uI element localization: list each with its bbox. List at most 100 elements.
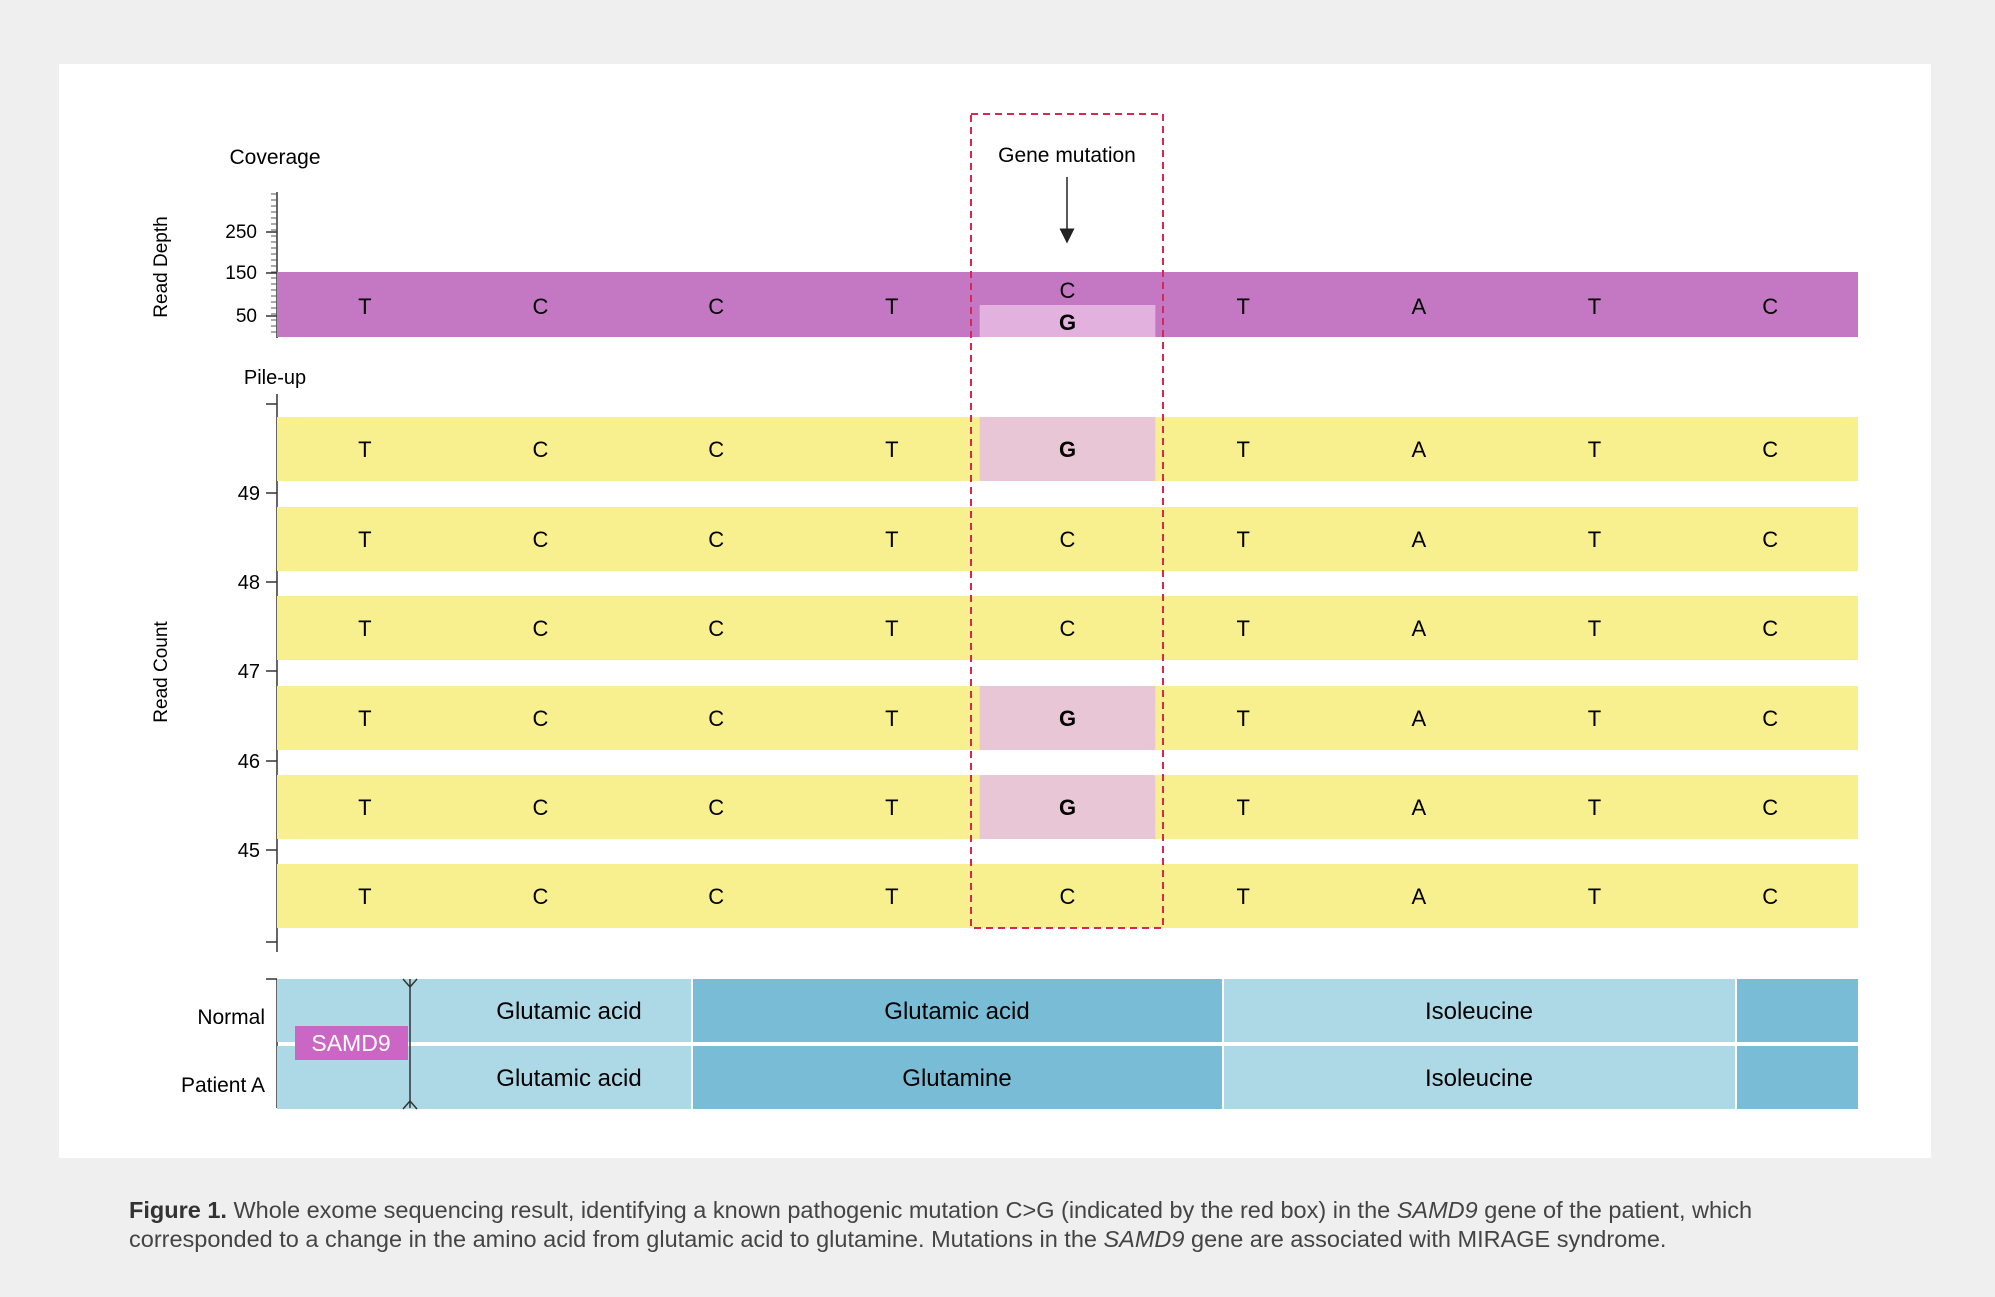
patient-label: Patient A xyxy=(181,1074,265,1097)
read-count-tick-label: 45 xyxy=(238,840,260,862)
coverage-ref-base: C xyxy=(1060,278,1076,303)
read-base: T xyxy=(885,706,898,731)
read-base: T xyxy=(1588,616,1601,641)
coverage-base: A xyxy=(1411,294,1426,319)
aa-cell-normal xyxy=(1737,979,1858,1042)
coverage-label: Coverage xyxy=(229,146,320,169)
mutation-dashed-box xyxy=(970,113,1164,929)
read-count-tick-label: 48 xyxy=(238,572,260,594)
coverage-base: T xyxy=(885,294,898,319)
read-bar xyxy=(277,864,1858,928)
read-base: T xyxy=(358,527,371,552)
read-base: T xyxy=(1236,706,1249,731)
read-base: C xyxy=(1060,616,1076,641)
read-base: T xyxy=(358,616,371,641)
gene-marker-top-cap xyxy=(402,978,418,989)
read-bar xyxy=(277,507,1858,571)
read-base: T xyxy=(885,437,898,462)
read-base: T xyxy=(1588,795,1601,820)
aa-cell-patient xyxy=(1224,1046,1735,1109)
mutant-base-cell xyxy=(979,417,1156,481)
coverage-alt-base: G xyxy=(1059,310,1076,335)
read-base: C xyxy=(708,616,724,641)
read-base: A xyxy=(1411,706,1426,731)
caption-text-2: gene of the patient, which corresponded … xyxy=(129,1197,1753,1252)
read-base: C xyxy=(1762,795,1778,820)
read-base: C xyxy=(1762,527,1778,552)
aa-cell-normal xyxy=(693,979,1222,1042)
normal-amino-acid: Glutamic acid xyxy=(884,998,1029,1025)
read-base: C xyxy=(1762,437,1778,462)
mutant-base-cell xyxy=(979,686,1156,750)
read-base: C xyxy=(708,884,724,909)
read-base: T xyxy=(1588,437,1601,462)
read-base: C xyxy=(1060,527,1076,552)
aa-cell-patient xyxy=(1737,1046,1858,1109)
caption-label: Figure 1. xyxy=(129,1197,227,1223)
read-base: T xyxy=(885,616,898,641)
read-base: T xyxy=(1236,884,1249,909)
read-count-axis: 49 48 47 46 45 xyxy=(238,394,278,952)
figure-panel: Coverage Read Depth Pile-up Read Count N… xyxy=(59,64,1931,1158)
pileup-label: Pile-up xyxy=(244,367,306,389)
read-base: T xyxy=(358,884,371,909)
read-base: C xyxy=(708,706,724,731)
normal-label: Normal xyxy=(197,1006,265,1029)
coverage-alt-allele-bar xyxy=(979,305,1156,337)
read-count-label: Read Count xyxy=(151,621,172,723)
normal-amino-acid: Isoleucine xyxy=(1425,998,1533,1025)
read-base: T xyxy=(358,706,371,731)
amino-acid-track: Glutamic acid Glutamic acid Isoleucine Glut… xyxy=(266,978,1858,1110)
read-base: C xyxy=(1762,884,1778,909)
caption-text-1: Whole exome sequencing result, identifyi… xyxy=(226,1197,1397,1223)
read-base: A xyxy=(1411,527,1426,552)
read-base: C xyxy=(1762,706,1778,731)
mutant-base: G xyxy=(1059,795,1076,820)
coverage-tick-label: 250 xyxy=(225,222,257,243)
read-depth-label: Read Depth xyxy=(151,216,172,317)
coverage-base: C xyxy=(1762,294,1778,319)
gene-mutation-label: Gene mutation xyxy=(998,144,1136,167)
read-base: T xyxy=(885,527,898,552)
read-base: C xyxy=(708,437,724,462)
read-count-tick-label: 49 xyxy=(238,483,260,505)
read-base: A xyxy=(1411,884,1426,909)
coverage-base: C xyxy=(533,294,549,319)
patient-amino-acid: Isoleucine xyxy=(1425,1065,1533,1092)
coverage-base: T xyxy=(1236,294,1249,319)
read-bar xyxy=(277,596,1858,660)
read-base: C xyxy=(533,616,549,641)
read-base: A xyxy=(1411,795,1426,820)
read-base: T xyxy=(358,437,371,462)
read-base: T xyxy=(1588,884,1601,909)
read-base: C xyxy=(533,527,549,552)
caption-text-3: gene are associated with MIRAGE syndrome… xyxy=(1184,1226,1667,1252)
read-base: T xyxy=(1236,795,1249,820)
sequencing-figure: Coverage Read Depth Pile-up Read Count N… xyxy=(151,113,1858,1110)
read-base: T xyxy=(1236,527,1249,552)
gene-marker-bottom-cap xyxy=(402,1099,418,1110)
read-base: T xyxy=(1588,527,1601,552)
read-base: C xyxy=(708,795,724,820)
read-base: C xyxy=(533,884,549,909)
caption-gene-2: SAMD9 xyxy=(1103,1226,1185,1252)
read-count-tick-label: 46 xyxy=(238,751,260,773)
caption-gene-1: SAMD9 xyxy=(1396,1197,1478,1223)
mutant-base: G xyxy=(1059,437,1076,462)
coverage-axis: 250 150 50 xyxy=(225,192,278,338)
read-base: C xyxy=(708,527,724,552)
gene-badge-label: SAMD9 xyxy=(311,1030,390,1056)
coverage-tick-label: 50 xyxy=(236,306,257,327)
read-count-tick-label: 47 xyxy=(238,661,260,683)
mutant-base: G xyxy=(1059,706,1076,731)
read-base: C xyxy=(533,706,549,731)
pileup-reads: T C C T G T A T C T C C T C T A T C T C C T C T A T C T C C T G T A T C T C C T… xyxy=(277,417,1858,928)
figure-caption: Figure 1. Whole exome sequencing result,… xyxy=(129,1196,1889,1254)
patient-amino-acid: Glutamine xyxy=(902,1065,1011,1092)
mutation-highlight xyxy=(970,113,1164,929)
patient-amino-acid: Glutamic acid xyxy=(496,1065,641,1092)
read-base: T xyxy=(358,795,371,820)
coverage-base: T xyxy=(1588,294,1601,319)
normal-amino-acid: Glutamic acid xyxy=(496,998,641,1025)
